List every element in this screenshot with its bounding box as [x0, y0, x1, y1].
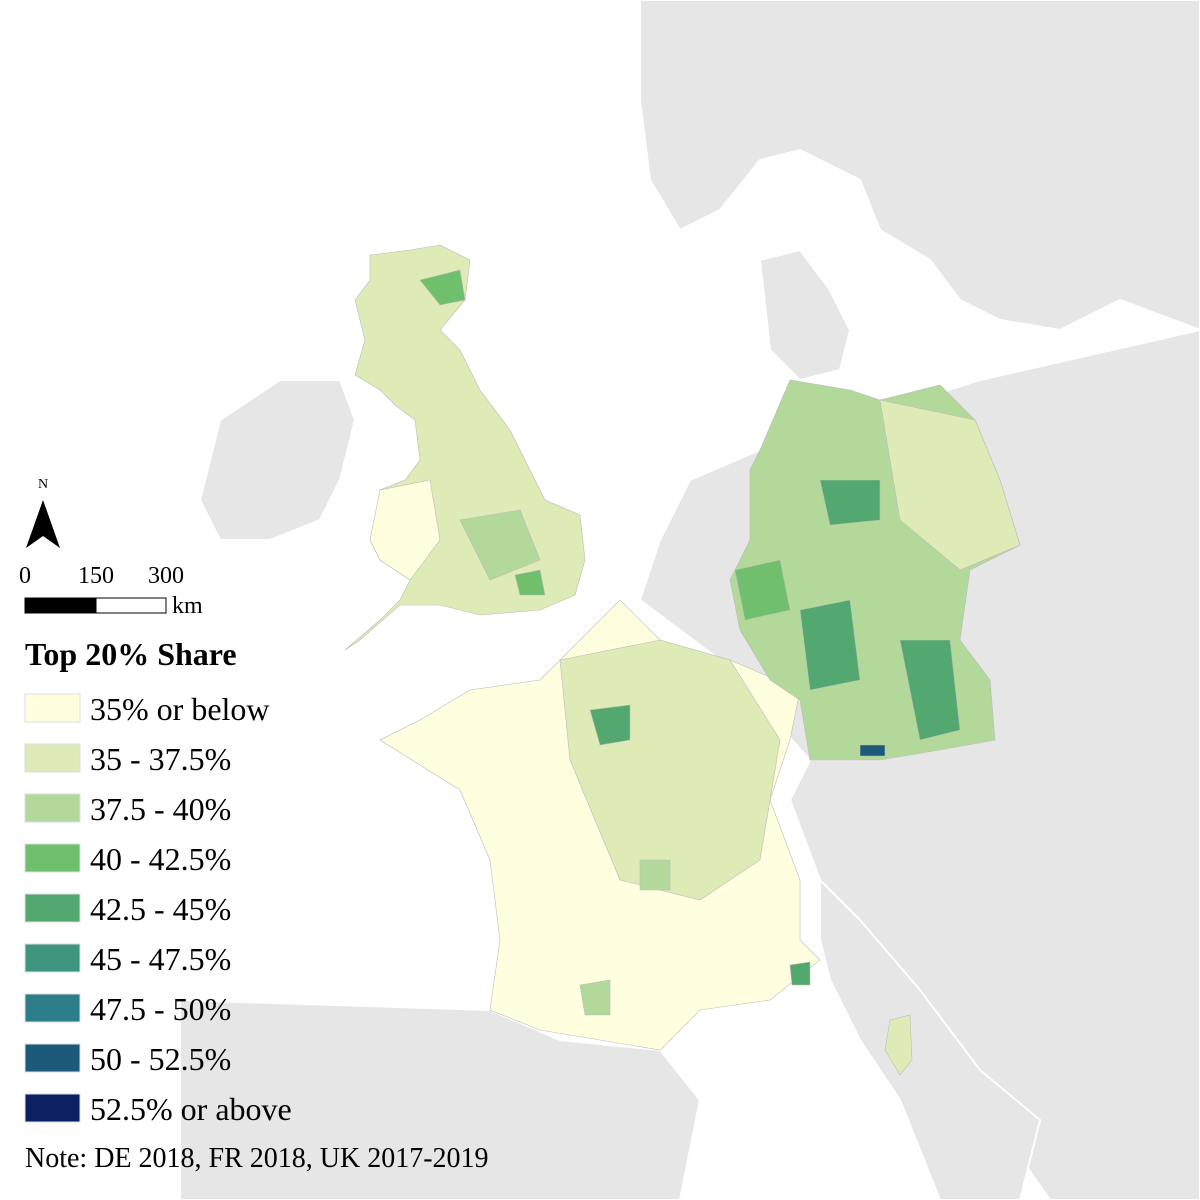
legend-title: Top 20% Share — [25, 636, 237, 672]
legend-label: 40 - 42.5% — [90, 841, 231, 877]
north-label: N — [38, 477, 48, 492]
uk-region — [369, 479, 441, 581]
legend-swatch — [24, 793, 81, 823]
germany-region — [799, 599, 861, 691]
legend-swatch — [24, 693, 81, 723]
germany-region — [859, 744, 886, 757]
legend-label: 52.5% or above — [90, 1091, 292, 1127]
corsica — [884, 1014, 913, 1076]
legend-swatch — [24, 893, 81, 923]
legend-swatch — [24, 1043, 81, 1073]
italy — [819, 877, 1042, 1200]
scale-label: 300 — [148, 563, 184, 589]
scale-bar — [95, 597, 167, 614]
legend-label: 35 - 37.5% — [90, 741, 231, 777]
legend-label: 50 - 52.5% — [90, 1041, 231, 1077]
scale-unit: km — [172, 593, 203, 619]
scale-label: 0 — [19, 563, 31, 589]
uk-region — [419, 269, 466, 306]
iberia — [179, 998, 702, 1200]
germany-region — [879, 399, 1021, 571]
uk-region — [514, 569, 546, 596]
legend-swatch — [24, 943, 81, 973]
scale-bar — [24, 597, 97, 614]
legend-swatch — [24, 843, 81, 873]
north-arrow — [26, 500, 60, 548]
france-region — [789, 961, 811, 986]
germany-region — [819, 479, 881, 526]
legend-label: 45 - 47.5% — [90, 941, 231, 977]
legend-label: 42.5 - 45% — [90, 891, 231, 927]
legend-label: 35% or below — [90, 691, 270, 727]
denmark — [758, 248, 852, 382]
legend-label: 37.5 - 40% — [90, 791, 231, 827]
legend-swatch — [24, 993, 81, 1023]
france-region — [579, 979, 611, 1016]
germany-region — [734, 559, 791, 621]
scandinavia — [639, 0, 1200, 332]
uk-region — [459, 509, 541, 581]
legend-label: 47.5 - 50% — [90, 991, 231, 1027]
scale-label: 150 — [78, 563, 114, 589]
germany-region — [899, 639, 961, 741]
france-region — [639, 859, 671, 891]
legend-swatch — [24, 743, 81, 773]
legend: 35% or below 35 - 37.5% 37.5 - 40% 40 - 42.… — [24, 691, 292, 1127]
legend-swatch — [24, 1093, 81, 1123]
france-region — [589, 704, 631, 746]
france-region — [559, 639, 781, 901]
note: Note: DE 2018, FR 2018, UK 2017-2019 — [25, 1143, 489, 1174]
ireland — [198, 379, 357, 541]
